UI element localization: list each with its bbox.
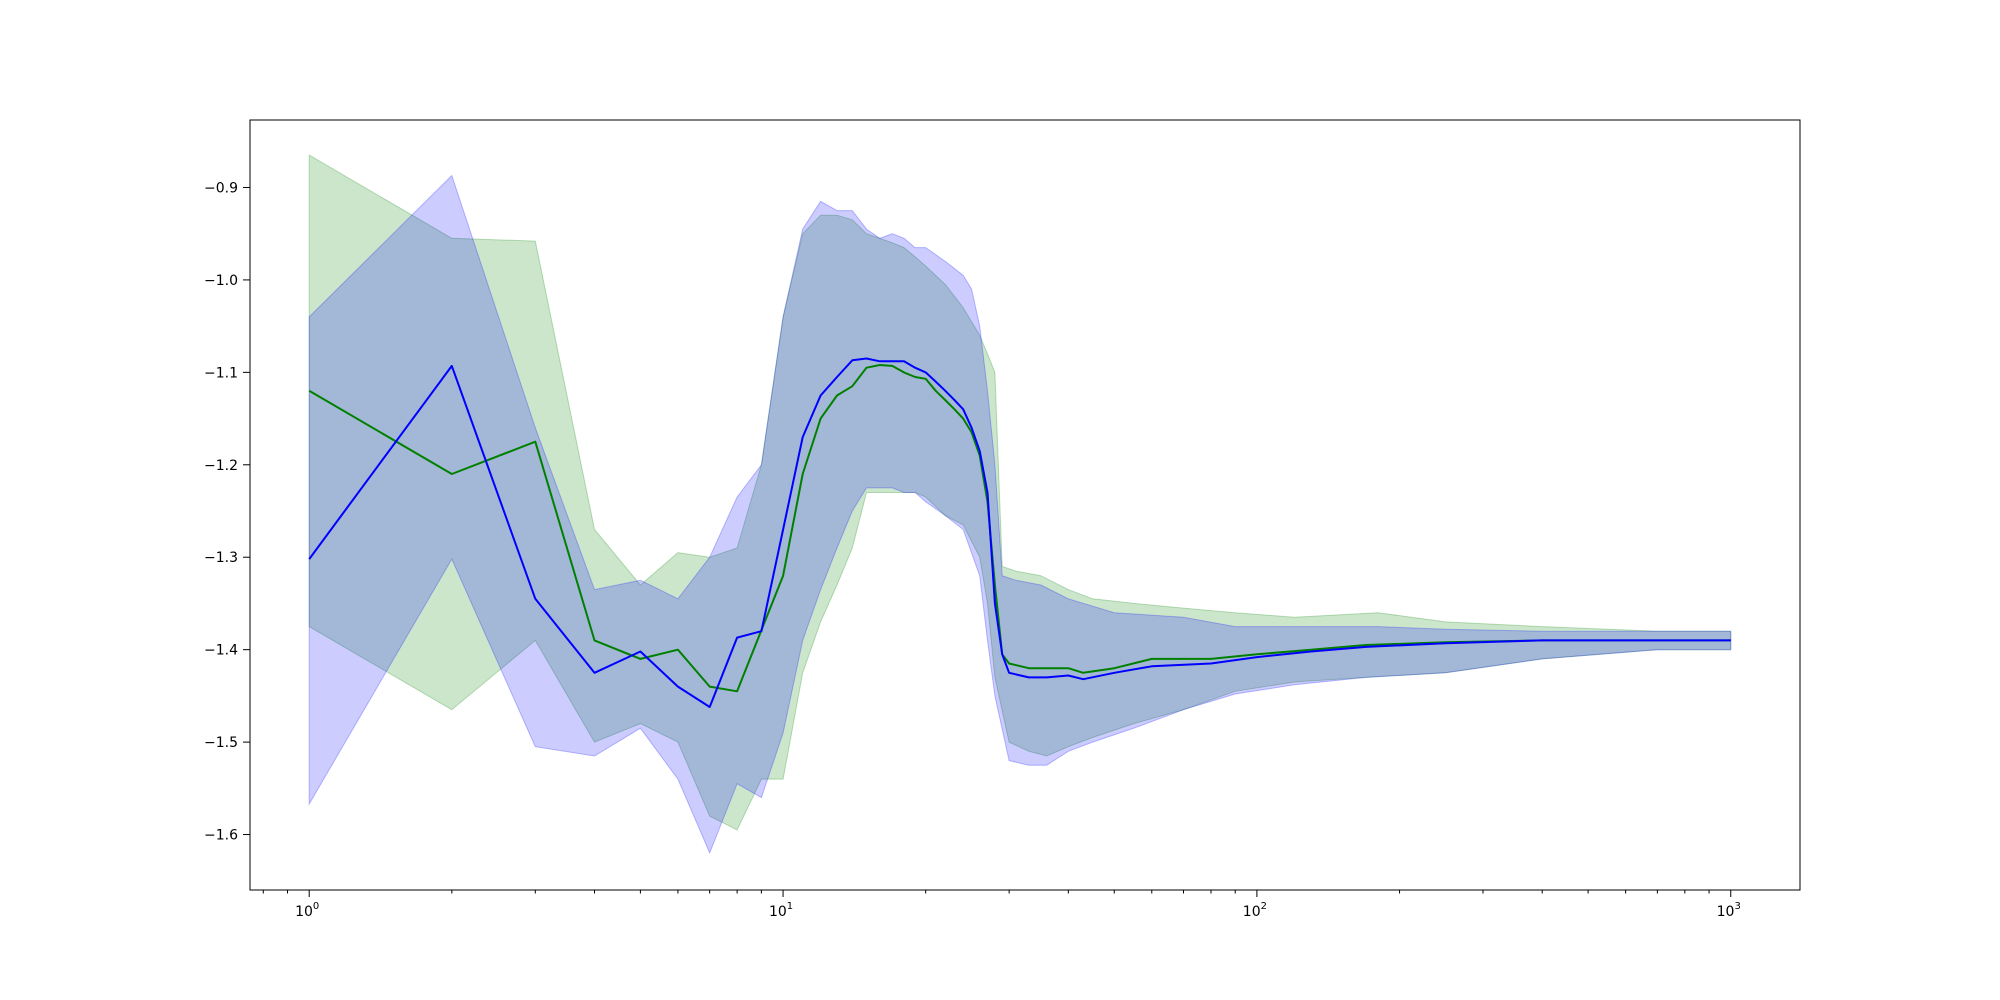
mean-lines [308,357,1731,708]
x-tick-label-base: 10 [295,904,313,920]
series-1-band [308,174,1732,855]
x-tick-label: 101 [769,901,793,920]
x-tick-label-exponent: 0 [313,901,319,912]
x-tick-label: 100 [295,901,319,920]
y-tick-label: −1.0 [204,273,238,289]
y-tick-label: −1.5 [204,735,238,751]
y-tick-label: −1.2 [204,458,238,474]
y-tick-label: −1.4 [204,643,238,659]
y-tick-label: −1.6 [204,828,238,844]
y-tick-label: −0.9 [204,180,238,196]
x-tick-label: 103 [1717,901,1741,920]
y-axis: −0.9 −1.0 −1.1 −1.2 −1.3 −1.4 −1.5 −1.6 [204,180,250,844]
plot-area-frame [249,119,1801,891]
x-axis: 100 101 102 103 [262,890,1741,920]
x-tick-label-base: 10 [1243,904,1261,920]
series-0-line [308,364,1731,693]
x-tick-label-exponent: 2 [1261,901,1267,912]
x-tick-label: 102 [1243,901,1267,920]
x-tick-label-exponent: 1 [787,901,793,912]
y-tick-label: −1.1 [204,365,238,381]
x-tick-label-base: 10 [1717,904,1735,920]
series-1-line [308,357,1731,708]
series-0-band [308,154,1732,831]
x-tick-label-base: 10 [769,904,787,920]
x-tick-label-exponent: 3 [1734,901,1740,912]
confidence-bands [308,154,1732,855]
y-tick-label: −1.3 [204,550,238,566]
